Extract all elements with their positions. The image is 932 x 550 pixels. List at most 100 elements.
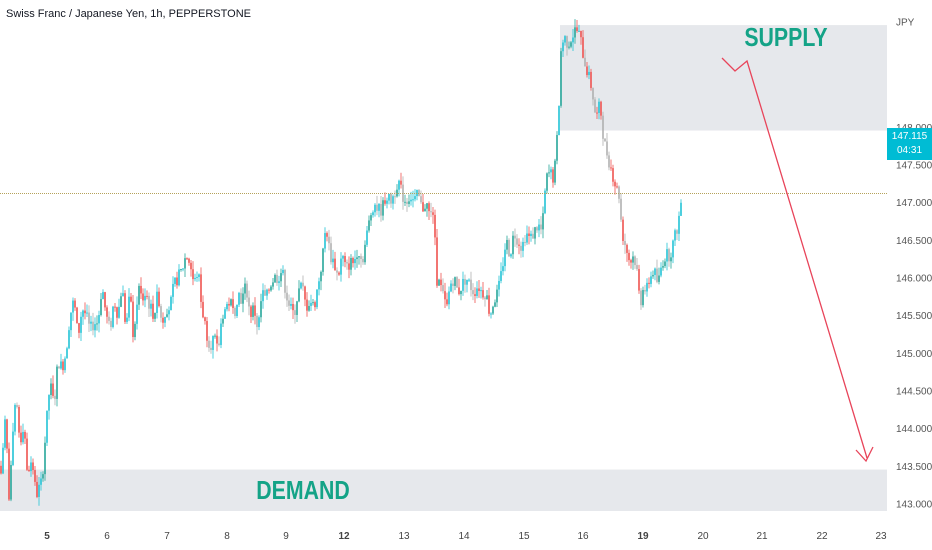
candle-body: [276, 274, 278, 283]
current-price-tag: 147.115 04:31: [887, 128, 932, 160]
y-tick-label: 145.000: [896, 349, 932, 360]
candle-body: [420, 196, 422, 203]
candle-body: [398, 180, 400, 190]
candle-body: [314, 302, 316, 308]
candle-body: [394, 196, 396, 198]
candle-body: [62, 361, 64, 371]
candle-body: [594, 99, 596, 113]
candle-body: [640, 290, 642, 306]
candle-body: [350, 257, 352, 270]
candle-body: [510, 254, 512, 257]
candle-body: [332, 258, 334, 263]
candle-body: [94, 324, 96, 331]
candle-body: [432, 212, 434, 215]
candle-body: [54, 395, 56, 399]
candle-body: [338, 272, 340, 275]
candle-body: [10, 464, 12, 500]
candle-body: [52, 383, 54, 396]
candle-body: [560, 51, 562, 106]
candle-body: [508, 239, 510, 257]
x-tick-label: 13: [398, 531, 410, 542]
candle-body: [126, 317, 128, 322]
candle-body: [362, 259, 364, 263]
x-tick-label: 22: [816, 531, 828, 542]
candle-body: [364, 244, 366, 263]
candle-body: [296, 301, 298, 315]
candle-body: [324, 233, 326, 249]
candle-body: [302, 282, 304, 287]
candle-body: [536, 227, 538, 231]
candle-body: [76, 307, 78, 324]
candle-body: [60, 361, 62, 369]
x-tick-label: 14: [458, 531, 470, 542]
candle-body: [186, 258, 188, 260]
candle-body: [534, 227, 536, 239]
candle-body: [454, 277, 456, 286]
candle-body: [468, 279, 470, 281]
candle-body: [658, 275, 660, 282]
candle-body: [482, 290, 484, 298]
candle-body: [140, 285, 142, 294]
candle-body: [34, 470, 36, 482]
candle-body: [532, 233, 534, 239]
candle-body: [434, 214, 436, 238]
x-tick-label: 16: [577, 531, 589, 542]
candle-body: [150, 303, 152, 309]
candle-body: [68, 330, 70, 349]
candle-body: [292, 303, 294, 311]
overlays-layer: [0, 57, 887, 463]
candle-body: [502, 266, 504, 272]
candle-body: [280, 273, 282, 282]
candle-body: [506, 239, 508, 250]
candle-body: [620, 198, 622, 220]
candle-body: [552, 169, 554, 183]
candle-body: [72, 300, 74, 313]
candle-body: [240, 292, 242, 304]
candle-body: [368, 220, 370, 231]
candle-body: [318, 281, 320, 290]
candle-body: [106, 307, 108, 317]
candle-body: [102, 292, 104, 300]
candle-body: [182, 268, 184, 270]
candle-body: [16, 404, 18, 407]
candle-body: [668, 249, 670, 262]
price-axis: 143.000 143.500 144.000 144.500 145.000 145.5…: [896, 17, 932, 510]
candle-body: [514, 235, 516, 239]
candle-body: [626, 244, 628, 253]
candle-body: [614, 181, 616, 187]
candle-body: [226, 304, 228, 310]
supply-zone: [560, 25, 887, 131]
candle-body: [204, 317, 206, 322]
candle-body: [470, 279, 472, 291]
candle-body: [604, 138, 606, 142]
candle-body: [590, 71, 592, 88]
candle-body: [600, 101, 602, 116]
candle-body: [216, 335, 218, 344]
candle-body: [618, 186, 620, 199]
candle-body: [32, 462, 34, 471]
candle-body: [70, 312, 72, 331]
candle-body: [670, 257, 672, 262]
candle-body: [258, 317, 260, 328]
y-tick-label: JPY: [896, 17, 915, 28]
y-tick-label: 146.500: [896, 236, 932, 247]
candle-body: [422, 202, 424, 212]
chart-title: Swiss Franc / Japanese Yen, 1h, PEPPERST…: [6, 8, 251, 20]
candle-body: [580, 30, 582, 38]
candle-body: [538, 224, 540, 231]
candle-body: [664, 261, 666, 267]
candle-body: [202, 301, 204, 318]
candle-body: [472, 290, 474, 295]
candle-body: [110, 320, 112, 328]
candle-body: [496, 289, 498, 303]
candle-body: [188, 258, 190, 263]
candle-body: [24, 431, 26, 439]
candle-body: [674, 230, 676, 241]
candle-body: [656, 268, 658, 282]
candle-body: [274, 274, 276, 283]
candle-body: [520, 245, 522, 251]
y-tick-label: 143.000: [896, 499, 932, 510]
candle-body: [644, 289, 646, 292]
candle-body: [574, 27, 576, 38]
